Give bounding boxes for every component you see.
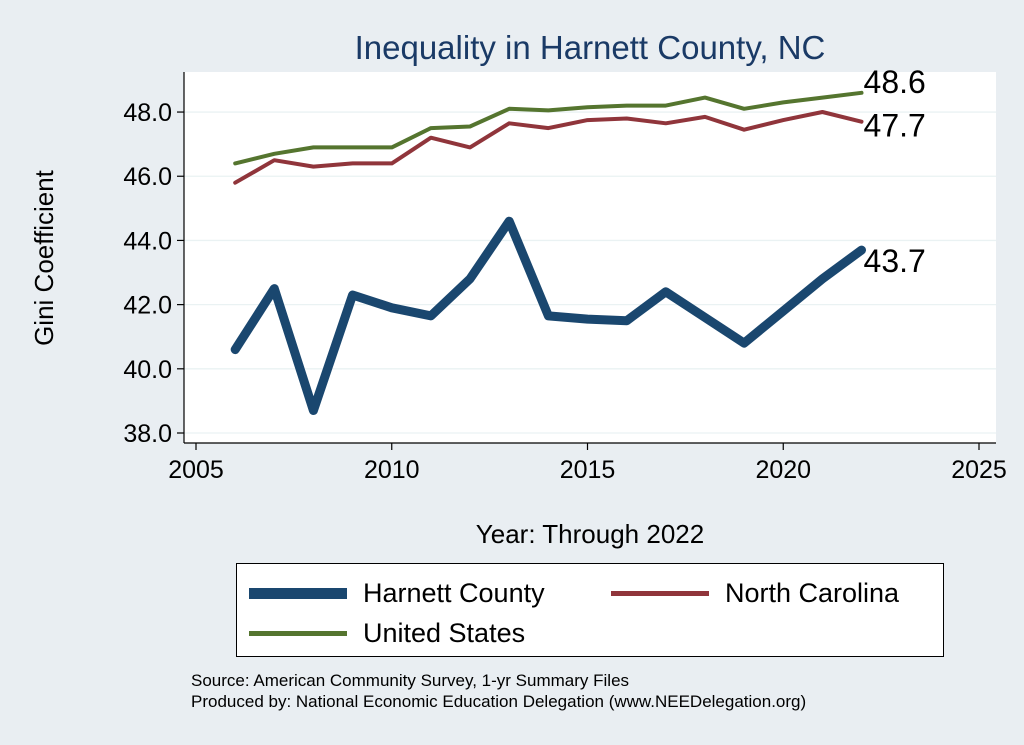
grid-lines (184, 111, 996, 434)
legend-item-harnett-county: Harnett County (249, 578, 545, 609)
end-label: 48.6 (864, 64, 926, 100)
legend-item-united-states: United States (249, 618, 525, 649)
legend-label: United States (363, 618, 526, 648)
x-tick-label: 2020 (755, 456, 811, 484)
legend-swatch (249, 588, 347, 599)
end-labels: 43.7 47.7 48.6 (864, 64, 926, 279)
legend-label: Harnett County (363, 578, 545, 608)
end-label: 43.7 (864, 243, 926, 279)
legend-swatch (249, 631, 347, 636)
series-line-united-states (233, 90, 864, 166)
x-tick-label: 2005 (168, 456, 224, 484)
x-axis: 2005 2010 2015 2020 2025 (168, 442, 1007, 484)
y-axis-title: Gini Coefficient (29, 169, 59, 346)
y-tick-label: 38.0 (123, 420, 172, 448)
y-tick-label: 48.0 (123, 99, 172, 127)
producer-line: Produced by: National Economic Education… (191, 692, 807, 711)
x-tick-label: 2010 (364, 456, 420, 484)
y-tick-label: 40.0 (123, 356, 172, 384)
legend-item-north-carolina: North Carolina (611, 578, 899, 609)
y-tick-label: 46.0 (123, 163, 172, 191)
source-note: Source: American Community Survey, 1-yr … (191, 670, 806, 712)
y-tick-label: 44.0 (123, 227, 172, 255)
y-tick-label: 42.0 (123, 292, 172, 320)
legend-swatch (611, 591, 709, 596)
chart-legend: Harnett County North Carolina United Sta… (236, 563, 944, 657)
x-tick-label: 2015 (560, 456, 616, 484)
line-chart: Inequality in Harnett County, NC 38.0 40.… (29, 29, 1007, 549)
legend-label: North Carolina (725, 578, 900, 608)
y-axis: 38.0 40.0 42.0 44.0 46.0 48.0 (123, 72, 185, 448)
chart-title: Inequality in Harnett County, NC (355, 29, 826, 66)
x-axis-title: Year: Through 2022 (476, 519, 704, 549)
end-label: 47.7 (864, 108, 926, 144)
x-tick-label: 2025 (951, 456, 1007, 484)
series-line-north-carolina (233, 110, 864, 185)
series-line-harnett-county (230, 216, 866, 415)
series-lines (230, 90, 866, 415)
source-line: Source: American Community Survey, 1-yr … (191, 671, 630, 690)
